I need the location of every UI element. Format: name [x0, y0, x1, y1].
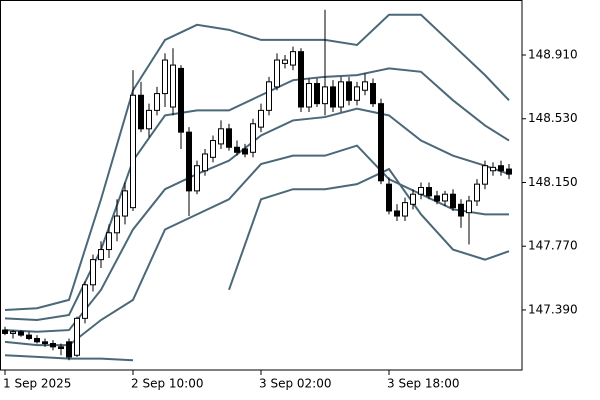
candle-body: [202, 153, 208, 172]
candle-body: [338, 81, 344, 108]
x-tick-label: 3 Sep 18:00: [387, 377, 459, 391]
x-tick-label: 1 Sep 2025: [3, 377, 71, 391]
candle-body: [306, 83, 312, 108]
band-line: [4, 67, 510, 322]
candle-body: [26, 334, 32, 339]
candle-body: [194, 165, 200, 192]
candle-body: [394, 210, 400, 217]
x-tick-label: 3 Sep 02:00: [259, 377, 331, 391]
candle-body: [466, 200, 472, 214]
candle-body: [106, 232, 112, 251]
candle-body: [18, 331, 24, 336]
candle-body: [210, 140, 216, 158]
candle-body: [58, 346, 64, 350]
candle-body: [242, 148, 248, 155]
y-tick-label: 148.150: [528, 175, 578, 189]
candle-body: [282, 59, 288, 64]
candle-body: [74, 317, 80, 356]
candle-body: [410, 193, 416, 205]
candle-body: [362, 81, 368, 91]
candle-body: [226, 128, 232, 148]
candle-body: [370, 83, 376, 105]
y-tick-label: 148.530: [528, 111, 578, 125]
candle-body: [114, 215, 120, 234]
candle-body: [354, 86, 360, 101]
candle-body: [250, 123, 256, 153]
candle-body: [34, 337, 40, 343]
candle-body: [434, 195, 440, 202]
candle-body: [146, 109, 152, 130]
candle-body: [298, 51, 304, 108]
candle-body: [498, 165, 504, 172]
candle-body: [2, 329, 8, 334]
candle-body: [170, 64, 176, 108]
candle-body: [130, 94, 136, 209]
candle-body: [330, 86, 336, 108]
candle-body: [314, 83, 320, 105]
candle-body: [418, 187, 424, 195]
candle-body: [322, 86, 328, 105]
candle-body: [266, 81, 272, 111]
candle-body: [290, 51, 296, 66]
candle-body: [138, 94, 144, 130]
y-tick-label: 147.390: [528, 302, 578, 316]
candle-body: [98, 249, 104, 261]
candle-body: [50, 342, 56, 348]
candle-body: [218, 128, 224, 145]
band-line: [4, 13, 510, 311]
y-tick-label: 147.770: [528, 239, 578, 253]
candle-body: [258, 109, 264, 128]
y-tick-label: 148.910: [528, 48, 578, 62]
candle-body: [482, 165, 488, 185]
candle-body: [474, 183, 480, 202]
candle-body: [386, 183, 392, 212]
candle-body: [506, 168, 512, 175]
candle-body: [402, 202, 408, 217]
candle-body: [490, 166, 496, 172]
candle-body: [274, 59, 280, 88]
band-line: [4, 144, 509, 347]
candle-body: [178, 67, 184, 133]
candle-body: [378, 103, 384, 182]
x-tick-label: 2 Sep 10:00: [131, 377, 203, 391]
candle-body: [450, 193, 456, 209]
candle-body: [66, 341, 72, 358]
candle-body: [234, 146, 240, 153]
candle-body: [186, 131, 192, 192]
candle-body: [162, 59, 168, 95]
candle-body: [42, 341, 48, 344]
candle-body: [82, 284, 88, 319]
plot-frame: [0, 0, 523, 371]
candle-body: [90, 259, 96, 286]
band-line: [4, 107, 510, 333]
candle-body: [426, 187, 432, 197]
candle-body: [442, 193, 448, 202]
candle-body: [10, 331, 16, 334]
candle-body: [346, 81, 352, 101]
candle-body: [122, 190, 128, 217]
candle-body: [458, 203, 464, 217]
candle-body: [154, 93, 160, 111]
